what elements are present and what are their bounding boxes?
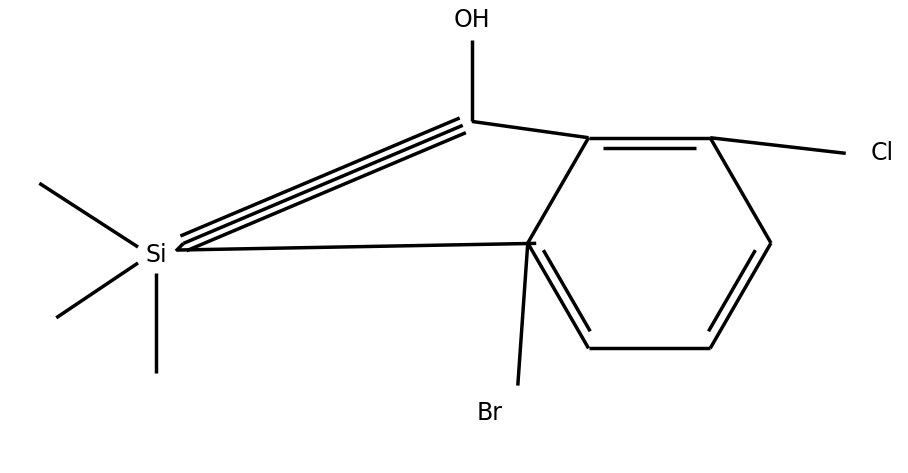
Text: Cl: Cl <box>871 141 893 166</box>
Text: Si: Si <box>145 243 167 267</box>
Text: OH: OH <box>454 8 490 32</box>
Text: Br: Br <box>477 401 503 425</box>
